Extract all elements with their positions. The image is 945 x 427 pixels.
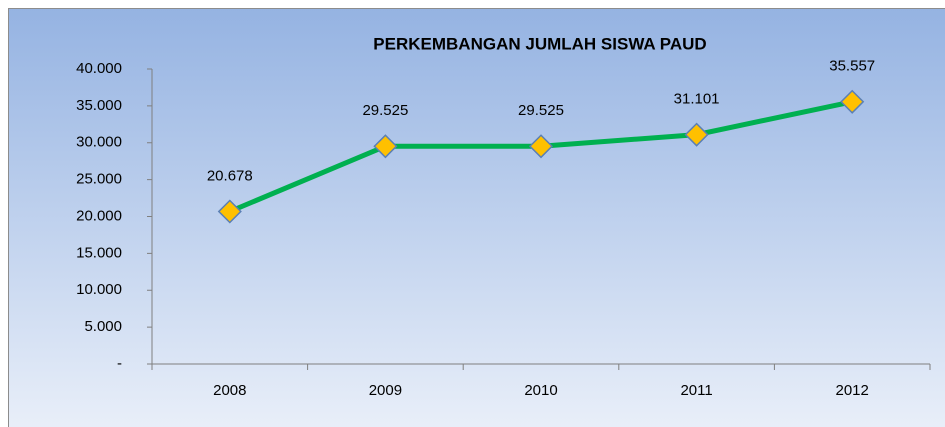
chart-background xyxy=(8,8,945,427)
y-tick-label: 30.000 xyxy=(76,134,122,151)
marker xyxy=(528,134,554,159)
data-label: 29.525 xyxy=(362,102,408,119)
chart-title: PERKEMBANGAN JUMLAH SISWA PAUD xyxy=(373,34,706,53)
data-label: 20.678 xyxy=(207,167,253,184)
x-tick-label: 2009 xyxy=(369,382,402,399)
y-tick-label: 25.000 xyxy=(76,171,122,188)
y-tick-label: 10.000 xyxy=(76,281,122,298)
x-tick-label: 2008 xyxy=(213,382,246,399)
data-label: 31.101 xyxy=(674,91,720,108)
marker xyxy=(217,199,242,224)
y-tick-label: 15.000 xyxy=(76,244,122,261)
y-tick-label: 5.000 xyxy=(84,318,122,335)
y-tick-label: 35.000 xyxy=(76,97,122,114)
x-tick-label: 2012 xyxy=(836,382,869,399)
x-tick-label: 2010 xyxy=(524,382,557,399)
data-label: 29.525 xyxy=(518,102,564,119)
x-tick-label: 2011 xyxy=(680,382,712,399)
marker xyxy=(840,89,865,114)
y-tick-label: 40.000 xyxy=(76,60,122,77)
data-label: 35.557 xyxy=(829,58,875,75)
y-tick-label: - xyxy=(117,355,122,372)
marker xyxy=(684,122,709,147)
y-tick-label: 20.000 xyxy=(76,207,122,224)
marker xyxy=(373,134,398,159)
